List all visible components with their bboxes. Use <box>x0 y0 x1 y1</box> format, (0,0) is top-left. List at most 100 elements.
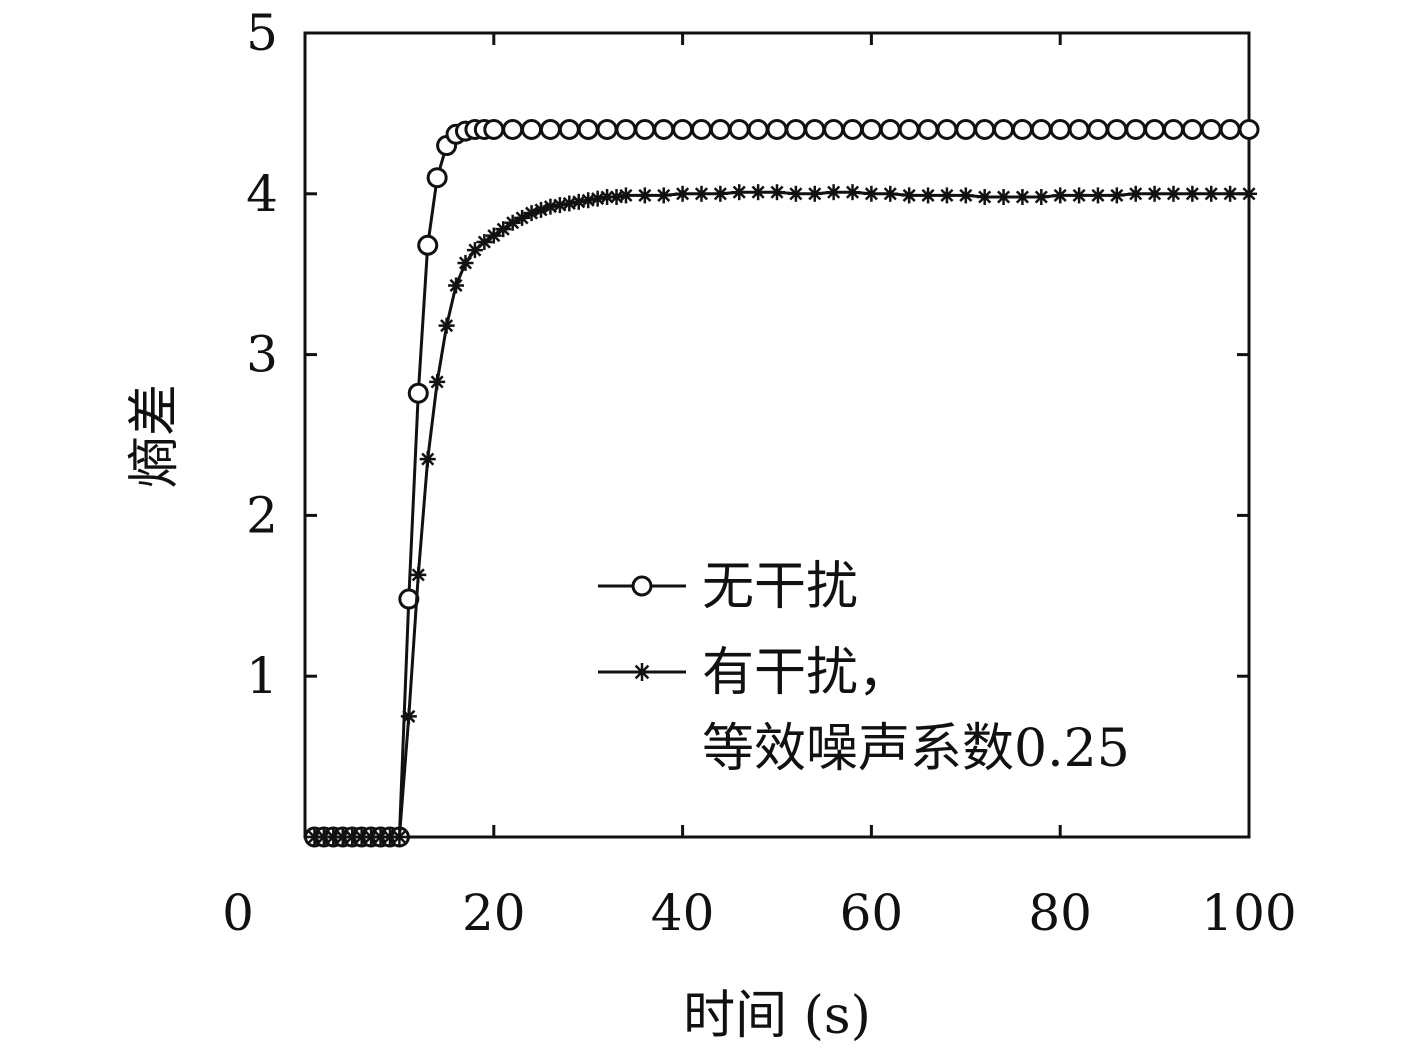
data-point-circle <box>407 382 429 404</box>
data-point-asterisk <box>1203 185 1220 202</box>
data-point-asterisk <box>636 187 653 204</box>
data-point-asterisk <box>353 829 370 845</box>
x-tick-label: 0 <box>222 884 254 942</box>
data-point-circle <box>993 118 1015 140</box>
y-axis-title: 熵差 <box>125 384 185 488</box>
data-point-asterisk <box>901 187 918 204</box>
data-point-circle <box>596 118 618 140</box>
data-point-circle <box>1181 118 1203 140</box>
x-tick-label: 100 <box>1201 884 1296 942</box>
data-point-circle <box>936 118 958 140</box>
data-point-asterisk <box>1052 187 1069 204</box>
legend-label-series-2: 有干扰， <box>702 643 910 703</box>
x-axis-ticks: 0 20 40 60 80 100 <box>222 33 1297 942</box>
data-point-asterisk <box>750 184 767 201</box>
data-point-asterisk <box>344 829 361 845</box>
y-tick-label: 1 <box>246 647 278 705</box>
legend: 无干扰 有干扰， 等效噪声系数0.25 <box>598 557 1130 779</box>
data-point-circle <box>917 118 939 140</box>
data-point-asterisk <box>1127 185 1144 202</box>
data-point-asterisk <box>419 451 436 468</box>
y-tick-label: 3 <box>246 326 278 384</box>
data-point-circle <box>804 118 826 140</box>
data-point-circle <box>502 118 524 140</box>
y-axis-ticks: 1 2 3 4 5 <box>246 4 1249 705</box>
data-point-asterisk <box>806 185 823 202</box>
data-point-asterisk <box>825 184 842 201</box>
y-tick-label: 4 <box>246 165 278 223</box>
data-point-asterisk <box>863 185 880 202</box>
data-point-asterisk <box>391 829 408 845</box>
data-point-circle <box>577 118 599 140</box>
data-point-asterisk <box>599 189 616 206</box>
data-point-asterisk <box>448 277 465 294</box>
data-point-circle <box>672 118 694 140</box>
x-tick-label: 60 <box>840 884 904 942</box>
data-point-circle <box>1200 118 1222 140</box>
data-point-asterisk <box>976 189 993 206</box>
data-point-asterisk <box>787 185 804 202</box>
data-point-asterisk <box>315 829 332 845</box>
data-point-asterisk <box>476 234 493 251</box>
data-point-circle <box>539 118 561 140</box>
data-point-circle <box>634 118 656 140</box>
data-point-circle <box>974 118 996 140</box>
data-point-circle <box>690 118 712 140</box>
data-point-asterisk <box>485 227 502 244</box>
y-tick-label: 2 <box>246 486 278 544</box>
data-point-asterisk <box>674 185 691 202</box>
x-axis-title: 时间 (s) <box>683 986 871 1046</box>
x-tick-label: 80 <box>1028 884 1092 942</box>
data-point-circle <box>1106 118 1128 140</box>
data-point-asterisk <box>1033 189 1050 206</box>
data-point-circle <box>1011 118 1033 140</box>
data-point-asterisk <box>957 187 974 204</box>
data-point-circle <box>1125 118 1147 140</box>
data-point-circle <box>1238 118 1260 140</box>
data-point-circle <box>1049 118 1071 140</box>
data-point-circle <box>653 118 675 140</box>
data-point-asterisk <box>938 187 955 204</box>
data-point-circle <box>747 118 769 140</box>
data-point-asterisk <box>693 185 710 202</box>
data-point-circle <box>1087 118 1109 140</box>
plot-frame <box>303 31 1251 839</box>
legend-label-series-1: 无干扰 <box>702 557 858 617</box>
series-2 <box>306 184 1257 845</box>
data-point-asterisk <box>400 708 417 725</box>
data-point-asterisk <box>1146 185 1163 202</box>
data-point-circle <box>615 118 637 140</box>
data-point-asterisk <box>769 184 785 201</box>
data-point-asterisk <box>1165 185 1182 202</box>
data-point-circle <box>558 118 580 140</box>
data-point-circle <box>1144 118 1166 140</box>
x-tick-label: 40 <box>651 884 715 942</box>
data-point-circle <box>860 118 882 140</box>
data-point-asterisk <box>655 187 672 204</box>
data-point-asterisk <box>1184 185 1201 202</box>
data-point-circle <box>1068 118 1090 140</box>
series-1 <box>303 118 1260 848</box>
data-point-asterisk <box>617 187 634 204</box>
data-point-circle <box>483 118 505 140</box>
data-point-asterisk <box>1014 189 1031 206</box>
data-point-circle <box>879 118 901 140</box>
legend-marker-circle <box>631 575 653 597</box>
data-point-circle <box>521 118 543 140</box>
legend-label-series-2-line2: 等效噪声系数0.25 <box>702 719 1130 779</box>
data-point-asterisk <box>438 317 455 334</box>
legend-marker-asterisk <box>633 663 651 681</box>
data-point-asterisk <box>495 221 512 238</box>
data-point-circle <box>785 118 807 140</box>
data-point-asterisk <box>712 185 729 202</box>
data-point-asterisk <box>882 185 899 202</box>
data-point-circle <box>709 118 731 140</box>
data-point-asterisk <box>995 189 1012 206</box>
data-point-asterisk <box>363 829 380 845</box>
data-point-circle <box>426 167 448 189</box>
data-point-circle <box>955 118 977 140</box>
data-point-asterisk <box>844 184 861 201</box>
data-point-asterisk <box>429 373 446 390</box>
